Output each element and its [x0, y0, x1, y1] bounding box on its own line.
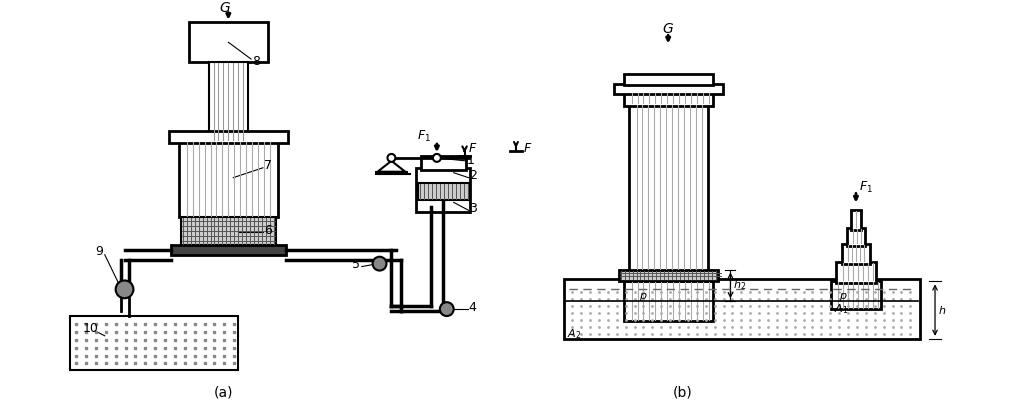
Bar: [566, 287, 919, 337]
Text: $F$: $F$: [523, 141, 532, 154]
Text: 2: 2: [469, 169, 477, 182]
Bar: [418, 183, 469, 200]
Text: $F$: $F$: [468, 143, 477, 156]
Bar: [421, 156, 466, 170]
Bar: [847, 228, 865, 246]
Text: $A_1$: $A_1$: [835, 302, 849, 316]
Bar: [188, 23, 268, 62]
Bar: [416, 168, 470, 212]
Text: 7: 7: [264, 159, 272, 172]
Text: 5: 5: [352, 258, 359, 271]
Text: 4: 4: [469, 301, 476, 314]
Text: $h_2$: $h_2$: [733, 278, 746, 292]
Bar: [169, 131, 288, 143]
Bar: [564, 280, 921, 339]
Text: $G$: $G$: [663, 22, 674, 36]
Bar: [842, 244, 869, 264]
Text: 8: 8: [252, 55, 260, 67]
Bar: [181, 217, 275, 245]
Bar: [837, 262, 876, 284]
Bar: [624, 92, 713, 105]
Text: $F_1$: $F_1$: [859, 180, 872, 195]
Circle shape: [433, 154, 441, 162]
Text: 3: 3: [469, 202, 477, 215]
Circle shape: [373, 257, 386, 271]
Text: (b): (b): [673, 385, 693, 399]
Bar: [613, 84, 723, 94]
Bar: [179, 141, 278, 217]
Text: $p$: $p$: [639, 291, 647, 303]
Bar: [618, 269, 718, 282]
Circle shape: [440, 302, 454, 316]
Bar: [171, 245, 286, 255]
Text: $h$: $h$: [938, 304, 946, 316]
Text: 10: 10: [83, 322, 99, 335]
Text: 9: 9: [95, 245, 102, 258]
Text: (a): (a): [214, 385, 233, 399]
Bar: [624, 282, 713, 321]
Circle shape: [116, 280, 133, 298]
Text: 6: 6: [264, 223, 271, 237]
Text: $G$: $G$: [219, 1, 231, 15]
Bar: [624, 74, 713, 85]
Bar: [72, 321, 237, 368]
Bar: [629, 103, 708, 269]
Text: 1: 1: [467, 154, 474, 167]
Text: $p$: $p$: [839, 291, 848, 303]
Circle shape: [387, 154, 395, 162]
Bar: [831, 282, 881, 309]
Bar: [851, 210, 861, 230]
Bar: [71, 316, 239, 370]
Text: $F_1$: $F_1$: [417, 128, 431, 144]
Text: $A_2$: $A_2$: [567, 327, 582, 341]
Bar: [209, 62, 248, 141]
